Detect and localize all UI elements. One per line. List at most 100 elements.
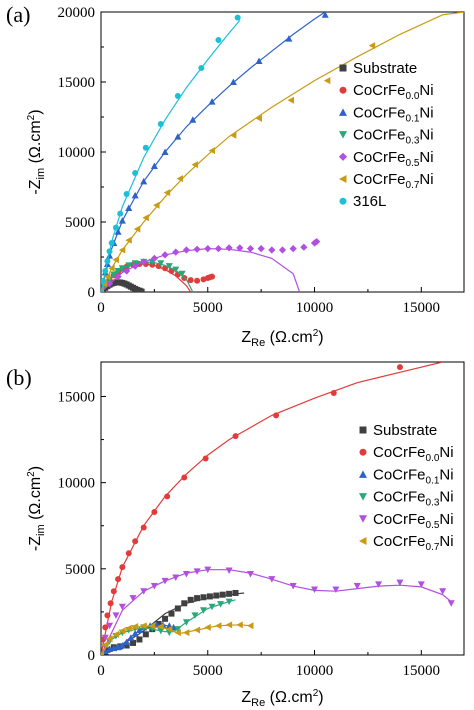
series-cocrfe0-5ni-point <box>289 583 297 590</box>
series-cocrfe0-5ni-point <box>193 568 201 575</box>
series-substrate-point <box>138 289 145 292</box>
legend-cocrfe0-7ni-label: CoCrFe0.7Ni <box>353 171 434 191</box>
series-cocrfe0-5ni-point <box>225 567 233 575</box>
series-substrate-point <box>142 631 149 638</box>
series-cocrfe0-0ni-point <box>132 538 139 545</box>
series-cocrfe0-0ni-point <box>202 455 209 462</box>
series-cocrfe0-5ni-point <box>118 603 126 611</box>
series-cocrfe0-0ni-point <box>209 273 216 280</box>
series-cocrfe0-7ni-point <box>236 621 243 629</box>
series-cocrfe0-7ni-point <box>108 264 115 272</box>
series-cocrfe0-0ni-point <box>104 612 111 619</box>
y-axis-label-close: ) <box>27 466 44 471</box>
series-substrate-point <box>232 589 239 596</box>
legend-substrate-label-text: Substrate <box>353 60 417 77</box>
series-316l-point <box>104 258 111 265</box>
series-cocrfe0-5ni-point <box>225 244 233 252</box>
legend-316l-label-text: 316L <box>353 193 386 210</box>
legend-cocrfe0-0ni-label-suffix: Ni <box>439 444 453 461</box>
series-substrate-point <box>226 590 233 597</box>
series-cocrfe0-5ni-point <box>123 267 131 275</box>
legend: SubstrateCoCrFe0.0NiCoCrFe0.1NiCoCrFe0.3… <box>338 60 434 210</box>
series-cocrfe0-1ni-point <box>118 217 126 224</box>
series-cocrfe0-3ni-point <box>225 598 233 606</box>
legend-316l-marker <box>339 197 347 205</box>
x-axis-label-main: Z <box>241 329 251 346</box>
legend-cocrfe0-7ni-marker <box>359 537 367 545</box>
series-cocrfe0-7ni-point <box>255 114 263 122</box>
legend-cocrfe0-7ni-label-suffix: Ni <box>419 171 433 188</box>
series-cocrfe0-0ni <box>101 362 443 655</box>
series-cocrfe0-0ni-point <box>140 524 147 531</box>
series-316l-point <box>101 289 104 292</box>
series-316l-point <box>101 277 107 284</box>
legend-cocrfe0-7ni-marker <box>339 175 347 183</box>
series-cocrfe0-3ni-point <box>174 626 182 633</box>
legend-cocrfe0-1ni-marker <box>339 108 347 116</box>
legend-substrate-marker <box>359 426 367 434</box>
series-cocrfe0-3ni-point <box>114 268 122 275</box>
y-tick-label: 15000 <box>58 75 96 91</box>
series-substrate-point <box>162 615 169 622</box>
series-cocrfe0-3ni-point <box>157 260 165 267</box>
plot-frame <box>100 361 465 656</box>
series-cocrfe0-5ni-point <box>182 246 191 254</box>
series-cocrfe0-7ni-point <box>368 42 376 50</box>
series-316l-point <box>112 224 119 231</box>
x-tick-label: 15000 <box>403 300 441 316</box>
series-cocrfe0-0ni-point <box>232 433 239 440</box>
legend-cocrfe0-3ni-label-suffix: Ni <box>419 127 433 144</box>
y-tick-label: 15000 <box>58 389 96 405</box>
series-cocrfe0-0ni-point <box>110 588 117 595</box>
legend-cocrfe0-0ni-label-text: CoCrFe <box>373 444 426 461</box>
series-cocrfe0-0ni-point <box>330 390 337 397</box>
series-cocrfe0-0ni-point <box>151 508 158 515</box>
series-cocrfe0-5ni-point <box>257 245 265 253</box>
legend-cocrfe0-5ni-label-sub: 0.5 <box>406 158 420 169</box>
series-cocrfe0-7ni-point <box>142 214 149 222</box>
y-tick-label: 5000 <box>65 562 95 578</box>
series-cocrfe0-5ni-point <box>246 245 255 253</box>
legend-cocrfe0-3ni-marker <box>339 131 347 139</box>
series-cocrfe0-7ni-point <box>229 131 237 139</box>
y-tick-label: 0 <box>88 285 96 301</box>
series-cocrfe0-3ni-point <box>199 607 207 614</box>
series-cocrfe0-1ni-point <box>125 204 133 211</box>
series-cocrfe0-0ni-point <box>102 624 109 631</box>
series-cocrfe0-7ni-point <box>208 147 216 155</box>
series-cocrfe0-7ni-point <box>118 627 126 635</box>
series-cocrfe0-3ni-point <box>191 612 199 619</box>
series-cocrfe0-0ni-fit-line <box>101 362 443 655</box>
series-substrate-point <box>123 642 130 649</box>
legend-cocrfe0-1ni-label-sub: 0.1 <box>426 475 440 486</box>
legend-cocrfe0-5ni-label-text: CoCrFe <box>373 511 426 528</box>
legend-cocrfe0-3ni-label: CoCrFe0.3Ni <box>373 489 454 509</box>
series-cocrfe0-5ni-point <box>417 581 425 588</box>
y-axis-label: -Zim (Ω.cm2) <box>26 109 47 194</box>
series-cocrfe0-7ni-point <box>112 630 119 638</box>
series-substrate-point <box>136 636 143 643</box>
series-cocrfe0-7ni-point <box>131 623 139 631</box>
legend-substrate-label: Substrate <box>353 60 417 77</box>
y-tick-label: 10000 <box>58 145 96 161</box>
series-substrate-point <box>187 596 194 603</box>
series-cocrfe0-3ni-point <box>172 266 180 274</box>
series-cocrfe0-7ni-point <box>287 96 295 104</box>
series-substrate-point <box>155 620 162 627</box>
series-cocrfe0-7ni-fit-line <box>101 12 464 292</box>
legend-cocrfe0-0ni-marker <box>359 448 367 456</box>
x-axis-label-sub: Re <box>251 337 265 349</box>
legend-cocrfe0-7ni-label-sub: 0.7 <box>406 180 420 191</box>
y-axis-label-main: -Z <box>27 536 44 551</box>
series-cocrfe0-1ni-point <box>123 638 131 646</box>
legend-substrate-label: Substrate <box>373 422 437 439</box>
plot-area <box>101 362 455 655</box>
y-axis-label: -Zim (Ω.cm2) <box>26 466 47 551</box>
y-axis-label-sub: im <box>35 168 47 180</box>
y-tick-label: 20000 <box>58 5 96 21</box>
series-cocrfe0-5ni-point <box>268 576 276 583</box>
series-cocrfe0-0ni-point <box>187 277 194 284</box>
series-cocrfe0-5ni <box>101 566 455 655</box>
series-cocrfe0-7ni-point <box>101 641 109 649</box>
series-cocrfe0-0ni-point <box>125 550 132 557</box>
